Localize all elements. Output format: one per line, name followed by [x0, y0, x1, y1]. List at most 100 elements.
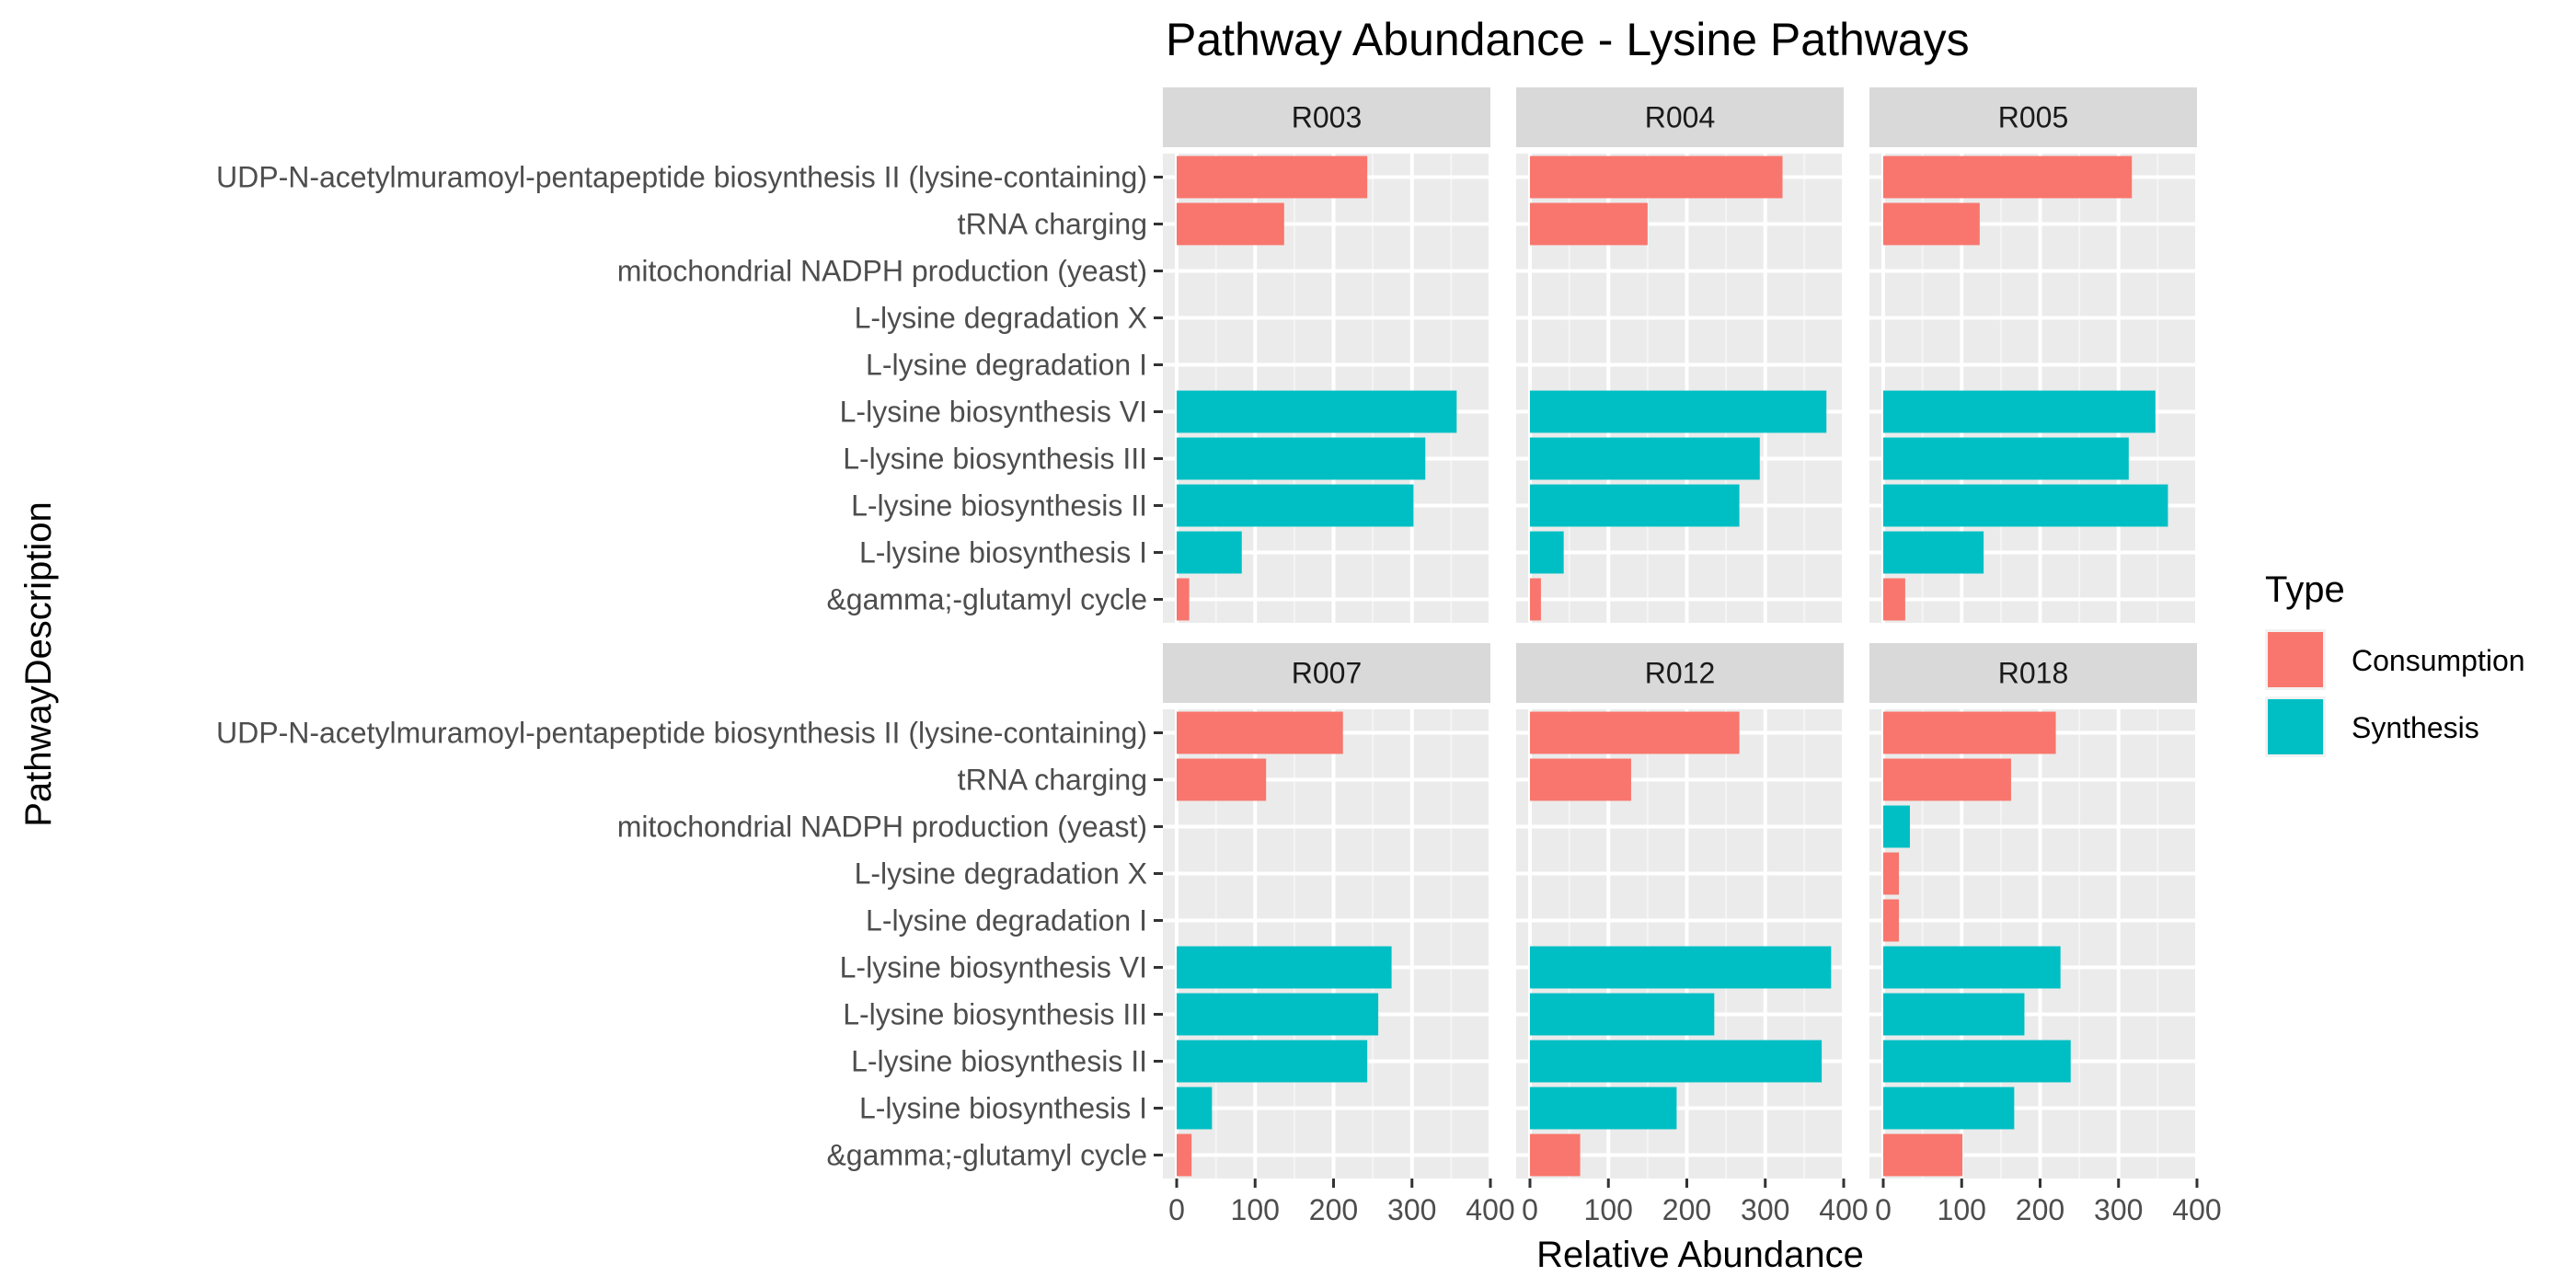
bar-R003-9 — [1177, 531, 1242, 574]
bar-R007-6 — [1177, 946, 1392, 989]
facet-strip-label: R012 — [1645, 657, 1716, 690]
bar-R018-4 — [1883, 852, 1900, 895]
legend-label: Synthesis — [2352, 711, 2479, 744]
y-tick-label: mitochondrial NADPH production (yeast) — [617, 811, 1147, 844]
bar-R005-9 — [1883, 531, 1984, 574]
legend-title: Type — [2265, 569, 2345, 610]
bar-R007-8 — [1177, 1040, 1368, 1083]
x-axis-title: Relative Abundance — [1536, 1235, 1864, 1275]
bar-R018-5 — [1883, 899, 1900, 942]
bar-R005-10 — [1883, 578, 1905, 621]
facet-strip — [1516, 87, 1844, 147]
x-tick-label: 200 — [2016, 1193, 2064, 1226]
facet-strip — [1163, 643, 1490, 703]
y-tick-label: L-lysine degradation X — [855, 857, 1147, 891]
y-tick-label: UDP-N-acetylmuramoyl-pentapeptide biosyn… — [216, 717, 1147, 750]
x-tick-label: 300 — [1741, 1193, 1789, 1226]
facet-R004: R004 — [1516, 87, 1846, 623]
bar-R012-6 — [1530, 946, 1832, 989]
y-tick-label: tRNA charging — [958, 764, 1147, 797]
x-tick-label: 0 — [1875, 1193, 1892, 1226]
bar-R003-10 — [1177, 578, 1190, 621]
facet-R007: R007 UDP-N-acetylmuramoyl-pentapeptide bi… — [216, 643, 1515, 1226]
facet-strip-label: R018 — [1998, 657, 2069, 690]
facet-R005: R005 — [1869, 87, 2199, 623]
bar-R003-6 — [1177, 390, 1457, 433]
legend-key-consumption — [2268, 632, 2323, 687]
x-tick-label: 0 — [1522, 1193, 1538, 1226]
bar-R003-1 — [1177, 155, 1368, 199]
chart-title: Pathway Abundance - Lysine Pathways — [1166, 14, 1970, 65]
bar-R005-8 — [1883, 484, 2168, 527]
facet-strip-label: R007 — [1292, 657, 1363, 690]
bar-R012-2 — [1530, 758, 1631, 801]
bar-R018-8 — [1883, 1040, 2071, 1083]
x-tick-label: 200 — [1662, 1193, 1711, 1226]
y-tick-label: &gamma;-glutamyl cycle — [826, 583, 1147, 616]
bar-R018-9 — [1883, 1087, 2015, 1130]
bar-R007-2 — [1177, 758, 1267, 801]
facet-R003: R003 UDP-N-acetylmuramoyl-pentapeptide bi… — [216, 87, 1492, 623]
y-tick-label: L-lysine biosynthesis I — [859, 1092, 1147, 1125]
y-tick-label: &gamma;-glutamyl cycle — [826, 1139, 1147, 1172]
legend-label: Consumption — [2352, 644, 2525, 677]
x-tick-label: 300 — [1387, 1193, 1436, 1226]
bar-R004-10 — [1530, 578, 1541, 621]
bar-R007-1 — [1177, 711, 1343, 754]
bar-R004-8 — [1530, 484, 1740, 527]
bar-R004-9 — [1530, 531, 1564, 574]
bar-R018-10 — [1883, 1133, 1963, 1177]
y-tick-label: L-lysine biosynthesis VI — [840, 396, 1147, 429]
facet-strip-label: R005 — [1998, 101, 2069, 134]
bar-R004-7 — [1530, 437, 1760, 480]
y-tick-label: L-lysine biosynthesis III — [843, 443, 1147, 476]
x-tick-label: 0 — [1168, 1193, 1185, 1226]
bar-R018-1 — [1883, 711, 2056, 754]
facet-strip-label: R003 — [1292, 101, 1363, 134]
y-tick-label: UDP-N-acetylmuramoyl-pentapeptide biosyn… — [216, 161, 1147, 194]
bar-R004-6 — [1530, 390, 1827, 433]
bar-R012-8 — [1530, 1040, 1823, 1083]
bar-R018-7 — [1883, 993, 2025, 1036]
facet-strip — [1516, 643, 1844, 703]
bar-R003-2 — [1177, 202, 1284, 246]
x-tick-label: 400 — [2172, 1193, 2221, 1226]
bar-R012-1 — [1530, 711, 1740, 754]
facet-R012: R012 0 100 200 300 400 — [1516, 643, 1869, 1226]
y-axis-title: PathwayDescription — [18, 501, 59, 827]
bar-R004-1 — [1530, 155, 1783, 199]
bar-R005-6 — [1883, 390, 2156, 433]
y-tick-label: tRNA charging — [958, 208, 1147, 241]
y-tick-label: L-lysine biosynthesis I — [859, 536, 1147, 569]
y-tick-label: L-lysine biosynthesis II — [851, 1045, 1147, 1078]
bar-R007-10 — [1177, 1133, 1192, 1177]
bar-R004-2 — [1530, 202, 1648, 246]
bar-R018-2 — [1883, 758, 2011, 801]
bar-R005-1 — [1883, 155, 2133, 199]
y-tick-label: L-lysine degradation I — [866, 904, 1147, 937]
bar-R018-3 — [1883, 805, 1910, 848]
facet-strip-label: R004 — [1645, 101, 1716, 134]
y-tick-label: L-lysine biosynthesis II — [851, 489, 1147, 523]
x-tick-label: 400 — [1819, 1193, 1868, 1226]
x-tick-label: 100 — [1231, 1193, 1280, 1226]
y-tick-label: L-lysine degradation I — [866, 349, 1147, 382]
y-tick-label: L-lysine biosynthesis VI — [840, 951, 1147, 984]
x-tick-label: 100 — [1938, 1193, 1986, 1226]
y-tick-label: L-lysine biosynthesis III — [843, 998, 1147, 1031]
bar-R012-9 — [1530, 1087, 1677, 1130]
legend-key-synthesis — [2268, 699, 2323, 754]
bar-R012-7 — [1530, 993, 1715, 1036]
legend: Type Consumption Synthesis — [2265, 569, 2525, 757]
facets: R003 UDP-N-acetylmuramoyl-pentapeptide bi… — [216, 87, 2222, 1226]
bar-R005-7 — [1883, 437, 2129, 480]
bar-R005-2 — [1883, 202, 1980, 246]
bar-R007-9 — [1177, 1087, 1213, 1130]
x-tick-label: 400 — [1466, 1193, 1514, 1226]
bar-R007-7 — [1177, 993, 1379, 1036]
facet-strip — [1163, 87, 1490, 147]
y-tick-label: mitochondrial NADPH production (yeast) — [617, 255, 1147, 288]
x-tick-label: 100 — [1584, 1193, 1633, 1226]
facet-R018: R018 0 100 200 300 400 — [1869, 643, 2222, 1226]
